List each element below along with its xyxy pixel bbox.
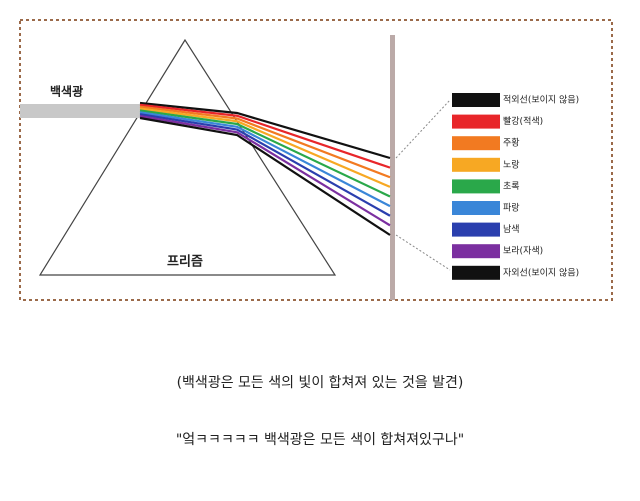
guide-line [395, 234, 451, 271]
legend-swatch [452, 114, 500, 129]
beam-label: 백색광 [50, 84, 83, 99]
legend-label: 자외선(보이지 않음) [503, 266, 579, 278]
spectrum-ray [139, 105, 391, 179]
spectrum-ray [139, 107, 391, 188]
screen [390, 35, 395, 300]
legend-swatch [452, 93, 500, 107]
spectrum-ray [139, 111, 391, 208]
legend-label: 노랑 [503, 158, 520, 170]
legend-swatch [452, 157, 500, 172]
legend-label: 초록 [503, 181, 520, 192]
diagram-frame [19, 19, 613, 301]
guide-line [395, 99, 451, 159]
legend-swatch [452, 136, 500, 151]
spectrum-ray [139, 103, 391, 169]
spectrum-ray [139, 109, 391, 198]
legend-label: 파랑 [503, 202, 520, 214]
legend-label: 주황 [503, 138, 520, 149]
legend-swatch [452, 179, 500, 194]
legend-swatch [452, 201, 500, 215]
spectrum-ray [139, 115, 391, 227]
legend-swatch [452, 244, 500, 259]
legend-label: 보라(자색) [503, 246, 543, 257]
legend-swatch [452, 265, 500, 280]
legend-swatch [452, 222, 500, 237]
legend-label: 남색 [503, 224, 520, 235]
spectrum-ray [139, 113, 391, 217]
prism-label: 프리즘 [167, 254, 203, 270]
legend-label: 빨강(적색) [503, 115, 543, 127]
caption: (백색광은 모든 색의 빛이 합쳐져 있는 것을 발견) [177, 375, 464, 391]
spectrum-ray [139, 116, 391, 236]
spectrum-ray [139, 101, 391, 160]
white-light-beam [20, 104, 142, 118]
caption: "엌ㅋㅋㅋㅋㅋ 백색광은 모든 색이 합쳐져있구나" [176, 432, 464, 448]
prism [38, 38, 337, 276]
legend-label: 적외선(보이지 않음) [503, 94, 579, 106]
